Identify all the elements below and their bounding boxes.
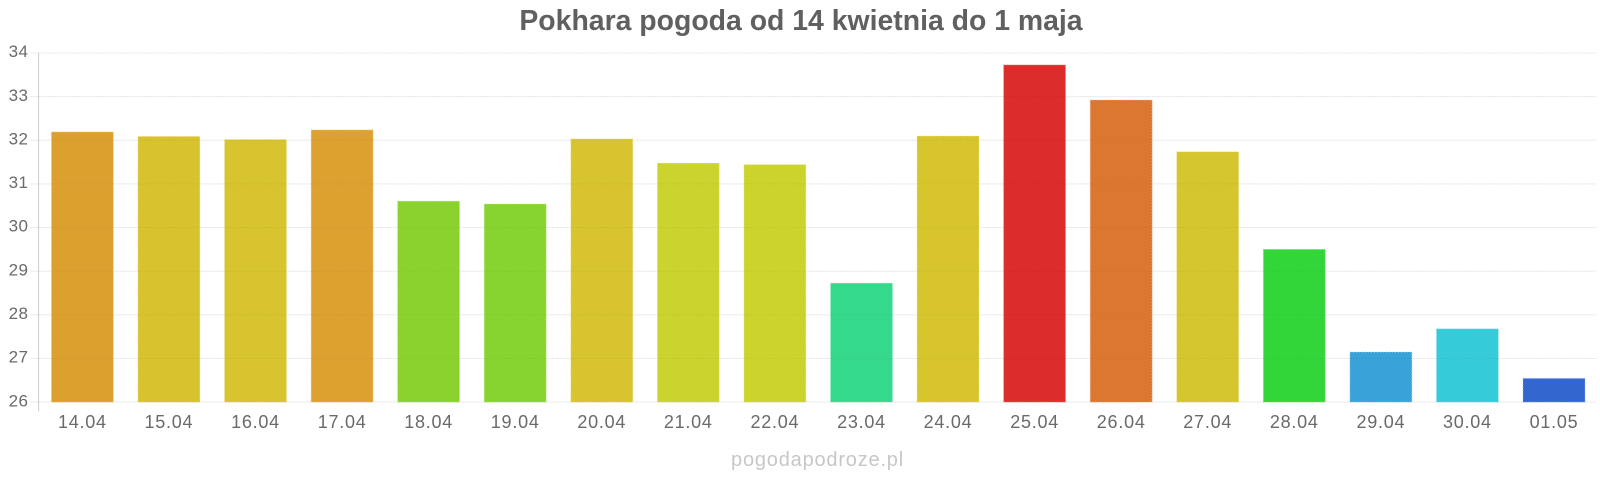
svg-text:33: 33 [9,86,29,105]
svg-text:27: 27 [9,348,29,367]
svg-text:20.04: 20.04 [577,412,626,432]
svg-text:16.04: 16.04 [231,412,280,432]
svg-text:19.04: 19.04 [491,412,540,432]
svg-text:28.04: 28.04 [1270,412,1319,432]
svg-text:24.04: 24.04 [924,412,973,432]
svg-text:01.05: 01.05 [1530,412,1579,432]
svg-text:23.04: 23.04 [837,412,886,432]
svg-text:pogodapodroze.pl: pogodapodroze.pl [731,449,904,471]
svg-text:21.04: 21.04 [664,412,713,432]
svg-text:31: 31 [9,173,29,192]
svg-text:30.04: 30.04 [1443,412,1492,432]
svg-text:22.04: 22.04 [751,412,800,432]
svg-text:26: 26 [9,391,29,410]
svg-text:Pokhara pogoda od 14 kwietnia: Pokhara pogoda od 14 kwietnia do 1 maja [519,5,1082,37]
svg-text:28: 28 [9,304,29,323]
svg-text:26.04: 26.04 [1097,412,1146,432]
svg-text:17.04: 17.04 [318,412,367,432]
svg-text:14.04: 14.04 [58,412,107,432]
svg-text:25.04: 25.04 [1010,412,1059,432]
svg-text:18.04: 18.04 [404,412,453,432]
svg-text:30: 30 [9,217,29,236]
svg-text:32: 32 [9,129,29,148]
svg-text:34: 34 [9,42,29,61]
svg-text:15.04: 15.04 [145,412,194,432]
svg-text:29.04: 29.04 [1357,412,1406,432]
svg-text:27.04: 27.04 [1183,412,1232,432]
svg-text:29: 29 [9,260,29,279]
